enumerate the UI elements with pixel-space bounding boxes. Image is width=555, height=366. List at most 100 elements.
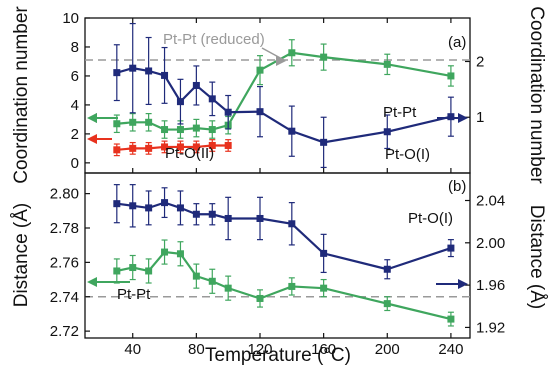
- x-tick-label: 120: [247, 341, 272, 358]
- panel-a-right-tick-label: 2: [476, 53, 484, 70]
- data-point-pt-pt: [208, 277, 216, 285]
- data-point-pt-o-i: [288, 220, 296, 228]
- x-axis-label: Temperature (°C): [205, 345, 351, 366]
- data-point-pt-o-i: [192, 81, 200, 89]
- data-point-pt-pt: [224, 284, 232, 292]
- data-point-pt-o-i: [320, 138, 328, 146]
- panel-b-label: (b): [448, 178, 466, 195]
- data-point-pt-o-i: [161, 71, 169, 79]
- data-point-pt-pt: [192, 272, 200, 280]
- data-point-pt-o-ii: [161, 143, 169, 151]
- panel-b-frame: [84, 172, 471, 339]
- data-point-pt-pt: [256, 294, 264, 302]
- data-point-pt-o-i: [208, 210, 216, 218]
- annotation-pt-pt-b: Pt-Pt: [117, 286, 151, 303]
- data-point-pt-o-ii: [192, 143, 200, 151]
- data-point-pt-o-i: [161, 199, 169, 207]
- data-point-pt-o-i: [176, 204, 184, 212]
- panel-b-left-tick-label: 2.74: [50, 289, 79, 306]
- data-point-pt-pt: [161, 126, 169, 134]
- data-point-pt-o-i: [383, 128, 391, 136]
- data-point-pt-o-i: [256, 108, 264, 116]
- annotation-pt-o1-a: Pt-O(I): [385, 146, 430, 163]
- data-point-pt-pt: [145, 118, 153, 126]
- panel-a-left-tick-label: 4: [71, 97, 79, 114]
- data-point-pt-o-i: [383, 265, 391, 273]
- data-point-pt-o-i: [145, 67, 153, 75]
- panel-b-left-tick-label: 2.80: [50, 186, 79, 203]
- data-point-pt-o-ii: [224, 141, 232, 149]
- arrowhead-reference-pointer: [276, 56, 286, 66]
- panel-b-right-tick-label: 2.00: [476, 235, 505, 252]
- reference-line-label: Pt-Pt (reduced): [163, 31, 265, 48]
- panel-a-right-tick-label: 1: [476, 109, 484, 126]
- data-point-pt-pt: [383, 300, 391, 308]
- data-point-pt-pt: [383, 60, 391, 68]
- panel-a-right-axis-label: Coordination number: [526, 6, 547, 184]
- panel-b-left-tick-label: 2.72: [50, 323, 79, 340]
- panel-b-right-tick-label: 1.92: [476, 319, 505, 336]
- arrowhead-pt-pt-a: [87, 113, 97, 123]
- data-point-pt-o-i: [224, 214, 232, 222]
- arrowhead-pt-o1-b: [458, 279, 468, 289]
- panel-a-label: (a): [448, 34, 466, 51]
- data-point-pt-pt: [208, 126, 216, 134]
- series-line-pt-pt: [116, 250, 452, 321]
- x-tick-label: 240: [438, 341, 463, 358]
- data-point-pt-o-i: [447, 113, 455, 121]
- data-point-pt-pt: [113, 267, 121, 275]
- data-point-pt-o-i: [113, 200, 121, 208]
- data-point-pt-pt: [288, 282, 296, 290]
- data-point-pt-o-i: [288, 127, 296, 135]
- panel-b-left-tick-label: 2.76: [50, 254, 79, 271]
- data-point-pt-o-i: [129, 202, 137, 210]
- data-point-pt-o-i: [224, 108, 232, 116]
- x-tick-label: 40: [124, 341, 141, 358]
- data-point-pt-pt: [176, 250, 184, 258]
- panel-b-right-tick-label: 2.04: [476, 193, 505, 210]
- data-point-pt-pt: [256, 66, 264, 74]
- annotation-pt-o2-a: Pt-O(II): [165, 145, 214, 162]
- series-line-pt-o-i: [116, 201, 452, 271]
- panel-a-left-axis-label: Coordination number: [11, 6, 32, 184]
- data-point-pt-o-ii: [113, 146, 121, 154]
- data-point-pt-o-ii: [145, 144, 153, 152]
- data-point-pt-o-ii: [176, 143, 184, 151]
- data-point-pt-o-i: [447, 244, 455, 252]
- data-point-pt-o-i: [145, 204, 153, 212]
- data-point-pt-o-ii: [208, 141, 216, 149]
- annotation-pt-o1-b: Pt-O(I): [408, 210, 453, 227]
- data-point-pt-pt: [447, 72, 455, 80]
- data-point-pt-pt: [320, 53, 328, 61]
- data-point-pt-o-i: [320, 249, 328, 257]
- data-point-pt-pt: [192, 124, 200, 132]
- arrowhead-pt-pt-b: [87, 277, 97, 287]
- data-point-pt-o-i: [113, 69, 121, 77]
- x-tick-label: 200: [375, 341, 400, 358]
- data-point-pt-o-i: [129, 64, 137, 72]
- data-point-pt-pt: [161, 248, 169, 256]
- data-point-pt-pt: [129, 264, 137, 272]
- panel-a-left-tick-label: 8: [71, 39, 79, 56]
- data-point-pt-pt: [129, 118, 137, 126]
- panel-a-left-tick-label: 0: [71, 155, 79, 172]
- panel-b-left-axis-label: Distance (Å): [11, 203, 32, 308]
- annotation-pt-pt-a: Pt-Pt: [383, 104, 417, 121]
- panel-b-right-tick-label: 1.96: [476, 277, 505, 294]
- x-tick-label: 160: [311, 341, 336, 358]
- data-point-pt-o-i: [176, 98, 184, 106]
- arrowhead-pt-o1-a: [458, 113, 468, 123]
- reference-label-pointer: [261, 47, 285, 61]
- panel-a-left-tick-label: 2: [71, 126, 79, 143]
- data-point-pt-pt: [447, 315, 455, 323]
- data-point-pt-o-i: [256, 214, 264, 222]
- panel-a-left-tick-label: 6: [71, 68, 79, 85]
- panel-a-left-tick-label: 10: [62, 10, 79, 27]
- data-point-pt-o-ii: [129, 144, 137, 152]
- data-point-pt-pt: [113, 120, 121, 128]
- panel-b-left-tick-label: 2.78: [50, 220, 79, 237]
- data-point-pt-pt: [320, 284, 328, 292]
- data-point-pt-o-i: [192, 210, 200, 218]
- panel-b-right-axis-label: Distance (Å): [526, 205, 547, 310]
